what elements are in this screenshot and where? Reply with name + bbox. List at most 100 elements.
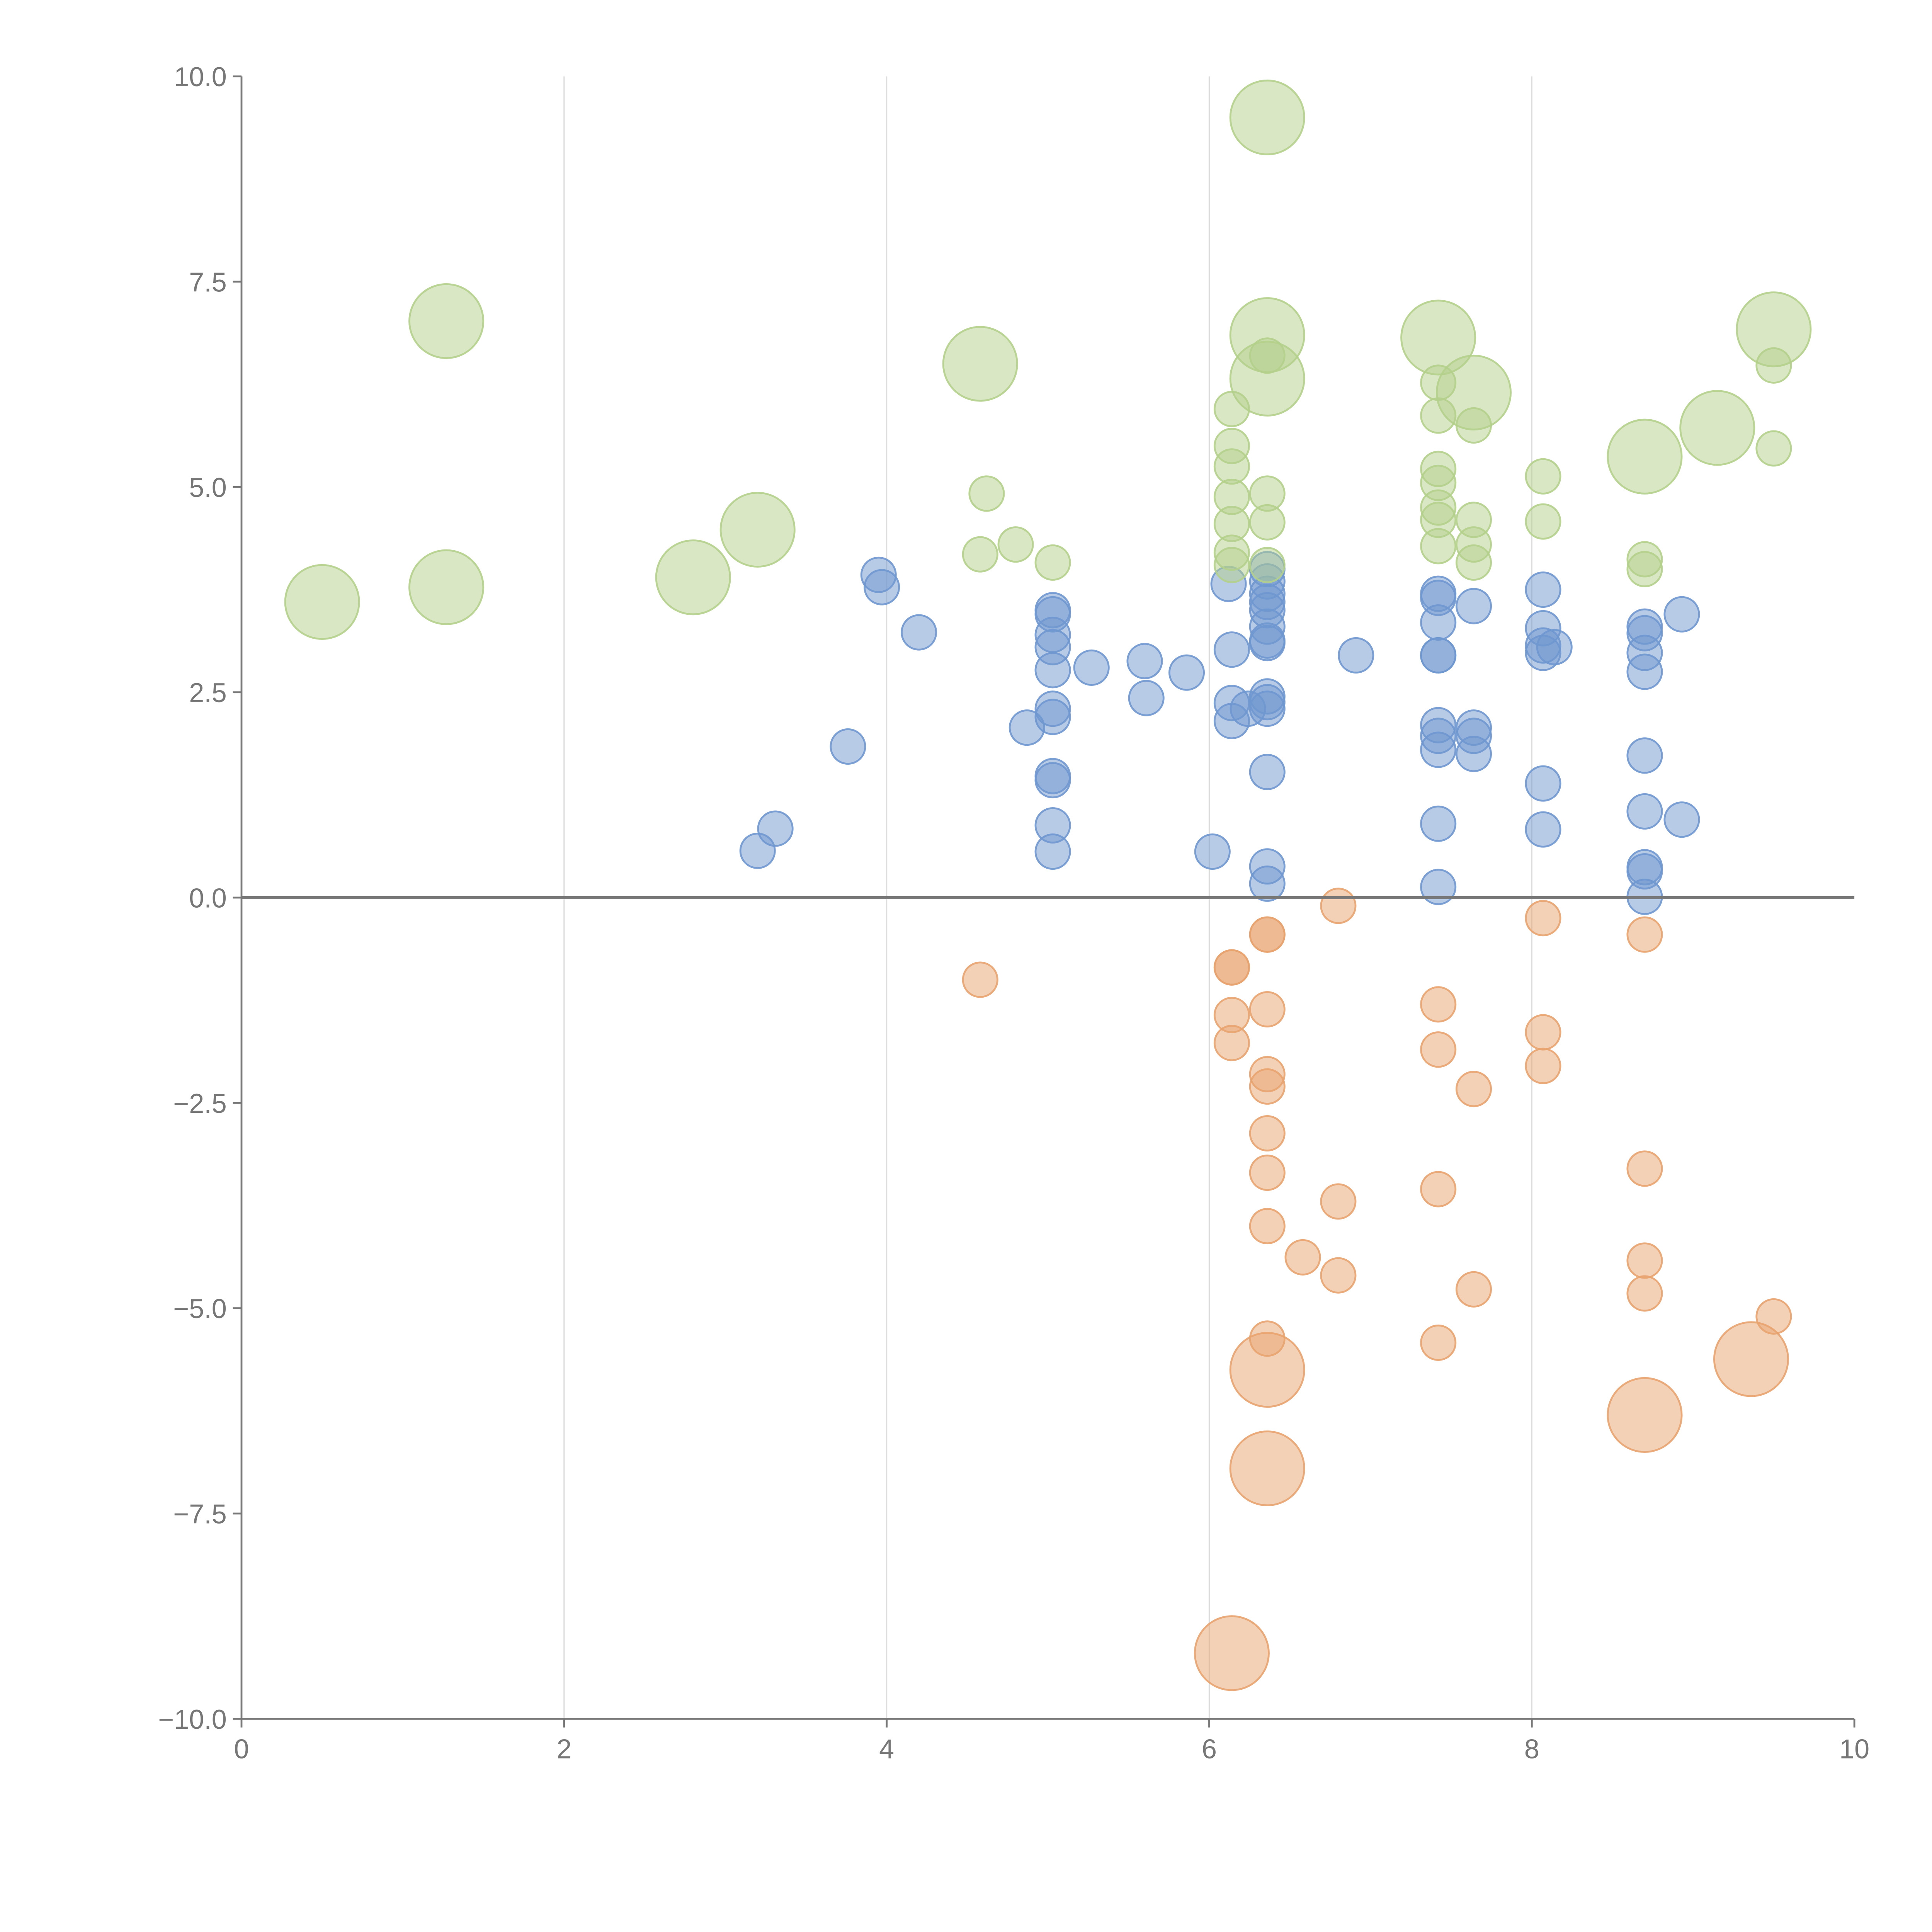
green-point	[1435, 354, 1512, 431]
green-point	[1400, 299, 1476, 376]
x-tick-label: 0	[234, 1733, 249, 1764]
orange-point	[1626, 916, 1663, 953]
green-point	[1229, 79, 1305, 156]
x-tick-label: 6	[1202, 1733, 1217, 1764]
blue-point	[1455, 736, 1492, 772]
green-point	[1525, 458, 1561, 495]
blue-point	[1626, 737, 1663, 774]
x-tick-label: 10	[1839, 1733, 1869, 1764]
blue-point	[1626, 653, 1663, 690]
y-tick-label: −7.5	[173, 1499, 226, 1529]
blue-point	[1455, 588, 1492, 624]
orange-point	[1525, 1014, 1561, 1051]
orange-point	[1249, 1115, 1286, 1152]
blue-point	[1249, 865, 1286, 902]
green-point	[1213, 547, 1250, 583]
blue-point	[1213, 631, 1250, 668]
orange-point	[1420, 1324, 1457, 1361]
orange-point	[1284, 1239, 1321, 1276]
x-tick-label: 2	[556, 1733, 571, 1764]
blue-point	[1420, 869, 1457, 905]
blue-point	[1128, 680, 1165, 716]
green-point	[1525, 503, 1561, 540]
green-point	[1213, 448, 1250, 485]
green-point	[1755, 430, 1792, 467]
blue-point	[1525, 765, 1561, 802]
orange-point	[1249, 916, 1286, 953]
blue-point	[1073, 649, 1110, 686]
blue-point	[757, 810, 794, 847]
orange-point	[1213, 949, 1250, 986]
y-tick-label: 5.0	[189, 472, 227, 503]
orange-point	[1525, 1048, 1561, 1084]
orange-point	[1249, 1208, 1286, 1245]
orange-point	[1320, 1183, 1357, 1220]
blue-point	[1420, 604, 1457, 641]
blue-point	[1034, 652, 1071, 689]
y-tick-label: 2.5	[189, 677, 227, 708]
blue-point	[1626, 793, 1663, 830]
blue-point	[1034, 762, 1071, 799]
orange-point	[1713, 1321, 1789, 1397]
y-tick-label: −10.0	[158, 1704, 226, 1735]
green-point	[942, 326, 1018, 402]
y-tick-label: 0.0	[189, 883, 227, 913]
axes: 0 2 4 6 8 10 10.0 7.5 5.0 2.5 0.0 −2.5 −5.0 −7.5 −10.0	[158, 61, 1869, 1764]
orange-point	[1626, 1150, 1663, 1187]
orange-point	[1320, 1257, 1357, 1294]
blue-point	[1420, 731, 1457, 768]
orange-point	[1455, 1271, 1492, 1308]
y-tick-label: 10.0	[174, 61, 227, 92]
orange-point	[1229, 1430, 1305, 1507]
blue-point	[1249, 690, 1286, 727]
blue-point	[1168, 654, 1205, 691]
green-point	[284, 564, 360, 640]
orange-point	[1420, 1031, 1457, 1068]
green-point	[1229, 340, 1305, 417]
blue-point	[1663, 801, 1700, 838]
y-tick-label: −2.5	[173, 1088, 226, 1119]
orange-point	[1420, 986, 1457, 1023]
green-point	[997, 526, 1034, 563]
orange-point	[1229, 1332, 1305, 1408]
y-tick-label: −5.0	[173, 1293, 226, 1324]
blue-point	[864, 569, 900, 605]
y-tick-label: 7.5	[189, 267, 227, 298]
green-point	[1034, 544, 1071, 581]
green-point	[1607, 418, 1683, 495]
orange-point	[1249, 1154, 1286, 1191]
green-point	[962, 536, 998, 573]
green-point	[719, 492, 796, 568]
blue-point	[1536, 629, 1573, 665]
green-point	[968, 475, 1005, 512]
orange-point	[1213, 1025, 1250, 1061]
orange-point	[1420, 1171, 1457, 1208]
orange-point	[1455, 1071, 1492, 1107]
data-points	[284, 79, 1812, 1691]
blue-point	[1420, 805, 1457, 842]
blue-point	[1034, 699, 1071, 735]
green-point	[408, 549, 485, 625]
green-point	[1249, 504, 1286, 541]
orange-point	[1320, 888, 1357, 924]
orange-point	[1607, 1377, 1683, 1453]
blue-point	[901, 614, 937, 651]
green-point	[655, 539, 731, 616]
green-point	[1455, 544, 1492, 581]
orange-point	[1194, 1615, 1270, 1691]
orange-point	[1249, 991, 1286, 1028]
blue-point	[1525, 571, 1561, 608]
blue-point	[1194, 833, 1231, 870]
x-tick-label: 4	[879, 1733, 894, 1764]
orange-point	[1249, 1068, 1286, 1105]
blue-point	[1420, 637, 1457, 674]
orange-point	[1626, 1242, 1663, 1279]
blue-point	[1126, 643, 1163, 679]
green-point	[1679, 390, 1755, 466]
green-point	[1420, 528, 1457, 565]
blue-point	[1034, 833, 1071, 870]
green-point	[1249, 547, 1286, 583]
green-point	[1736, 291, 1812, 367]
green-point	[1626, 551, 1663, 587]
green-point	[408, 283, 485, 359]
